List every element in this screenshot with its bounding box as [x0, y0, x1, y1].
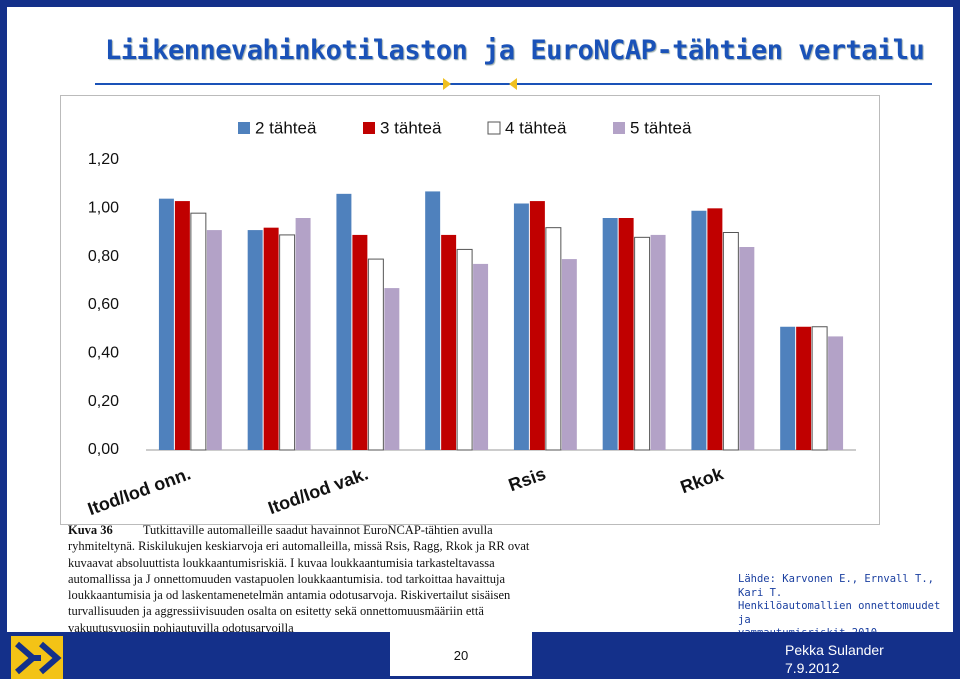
x-tick-label: Itod/Iod vak. [265, 463, 371, 518]
bar [473, 263, 489, 450]
caption-text: turvallisuuden ja aggressiivisuuden osal… [68, 604, 484, 619]
caption-line: loukkaantumisia ja od laskentamenetelmän… [68, 587, 548, 603]
bar [691, 210, 707, 450]
bar [174, 201, 190, 450]
x-tick-label: Rsis [506, 463, 549, 495]
caption-text: kuvaavat absoluuttista loukkaantumisrisk… [68, 555, 495, 570]
bar [158, 198, 174, 450]
bar [279, 234, 296, 451]
y-tick-label: 0,40 [88, 345, 119, 362]
bar [529, 201, 545, 450]
y-tick-label: 0,00 [88, 441, 119, 458]
bar [367, 258, 384, 451]
page-number: 20 [390, 632, 532, 676]
bar [796, 326, 812, 450]
date: 7.9.2012 [785, 660, 840, 676]
caption-line: ryhmiteltynä. Riskilukujen keskiarvoja e… [68, 538, 548, 554]
caption-text: loukkaantumisia ja od laskentamenetelmän… [68, 588, 511, 603]
footer: 20 Pekka Sulander 7.9.2012 [7, 632, 953, 679]
legend-label: 2 tähteä [255, 118, 317, 137]
caption-line: vakuutusvuosiin pohjautuvilla odotusarvo… [68, 620, 548, 636]
bar [561, 259, 577, 450]
bar [780, 326, 796, 450]
bar [739, 247, 755, 450]
caption-text: vakuutusvuosiin pohjautuvilla odotusarvo… [68, 620, 294, 635]
legend-swatch [487, 121, 501, 135]
bar [513, 203, 529, 450]
bar [190, 212, 207, 451]
caption-text: Tutkittaville automalleille saadut havai… [142, 523, 493, 537]
caption: Kuva 36 Tutkittaville automalleille saadu… [68, 522, 548, 636]
y-tick-label: 0,60 [88, 296, 119, 313]
bar [602, 218, 618, 450]
bar [336, 193, 352, 450]
chart: 0,00 0,20 0,40 0,60 0,80 1,00 1,20 2 tähteä 3 tä… [85, 118, 856, 519]
bar [425, 191, 441, 450]
bar [707, 208, 723, 450]
x-tick-label: Itod/Iod onn. [85, 463, 193, 519]
source-line: Lähde: Karvonen E., Ernvall T., Kari T. [738, 573, 934, 599]
y-tick-label: 1,00 [88, 200, 119, 217]
y-tick-label: 1,20 [88, 151, 119, 168]
bar [384, 288, 400, 450]
x-tick-label: Rkok [678, 463, 727, 497]
caption-line: Kuva 36 Tutkittaville automalleille saadu… [68, 522, 548, 538]
bar [618, 218, 634, 450]
caption-label: Kuva 36 [68, 523, 113, 537]
bar [456, 248, 473, 451]
bar [263, 227, 279, 450]
caption-text: ryhmiteltynä. Riskilukujen keskiarvoja e… [68, 539, 530, 554]
caption-line: automallissa ja J onnettomuuden vastapuo… [68, 571, 548, 587]
bar [650, 234, 666, 450]
bar [206, 230, 222, 450]
y-tick-label: 0,20 [88, 393, 119, 410]
legend-swatch [238, 122, 250, 134]
legend-label: 4 tähteä [505, 118, 567, 137]
legend-swatch [363, 122, 375, 134]
logo [11, 636, 63, 679]
slide-title: Liikennevahinkotilaston ja EuroNCAP-täht… [105, 35, 925, 66]
bar [634, 236, 651, 451]
caption-line: kuvaavat absoluuttista loukkaantumisrisk… [68, 555, 548, 571]
title-rule [95, 78, 932, 90]
bar [352, 234, 368, 450]
legend-swatch [613, 122, 625, 134]
bar [811, 326, 828, 451]
bar [247, 230, 263, 450]
bar [545, 227, 562, 451]
legend-label: 3 tähteä [380, 118, 442, 137]
caption-text: automallissa ja J onnettomuuden vastapuo… [68, 571, 506, 586]
bar [441, 234, 457, 450]
legend-label: 5 tähteä [630, 118, 692, 137]
bar [295, 218, 311, 450]
bar [722, 232, 739, 451]
author: Pekka Sulander [785, 642, 884, 658]
caption-line: turvallisuuden ja aggressiivisuuden osal… [68, 603, 548, 619]
bar [828, 336, 844, 450]
chart-frame: 0,00 0,20 0,40 0,60 0,80 1,00 1,20 2 tähteä 3 tä… [60, 95, 880, 525]
y-tick-label: 0,80 [88, 248, 119, 265]
source-line: Henkilöautomallien onnettomuudet ja [738, 600, 941, 626]
